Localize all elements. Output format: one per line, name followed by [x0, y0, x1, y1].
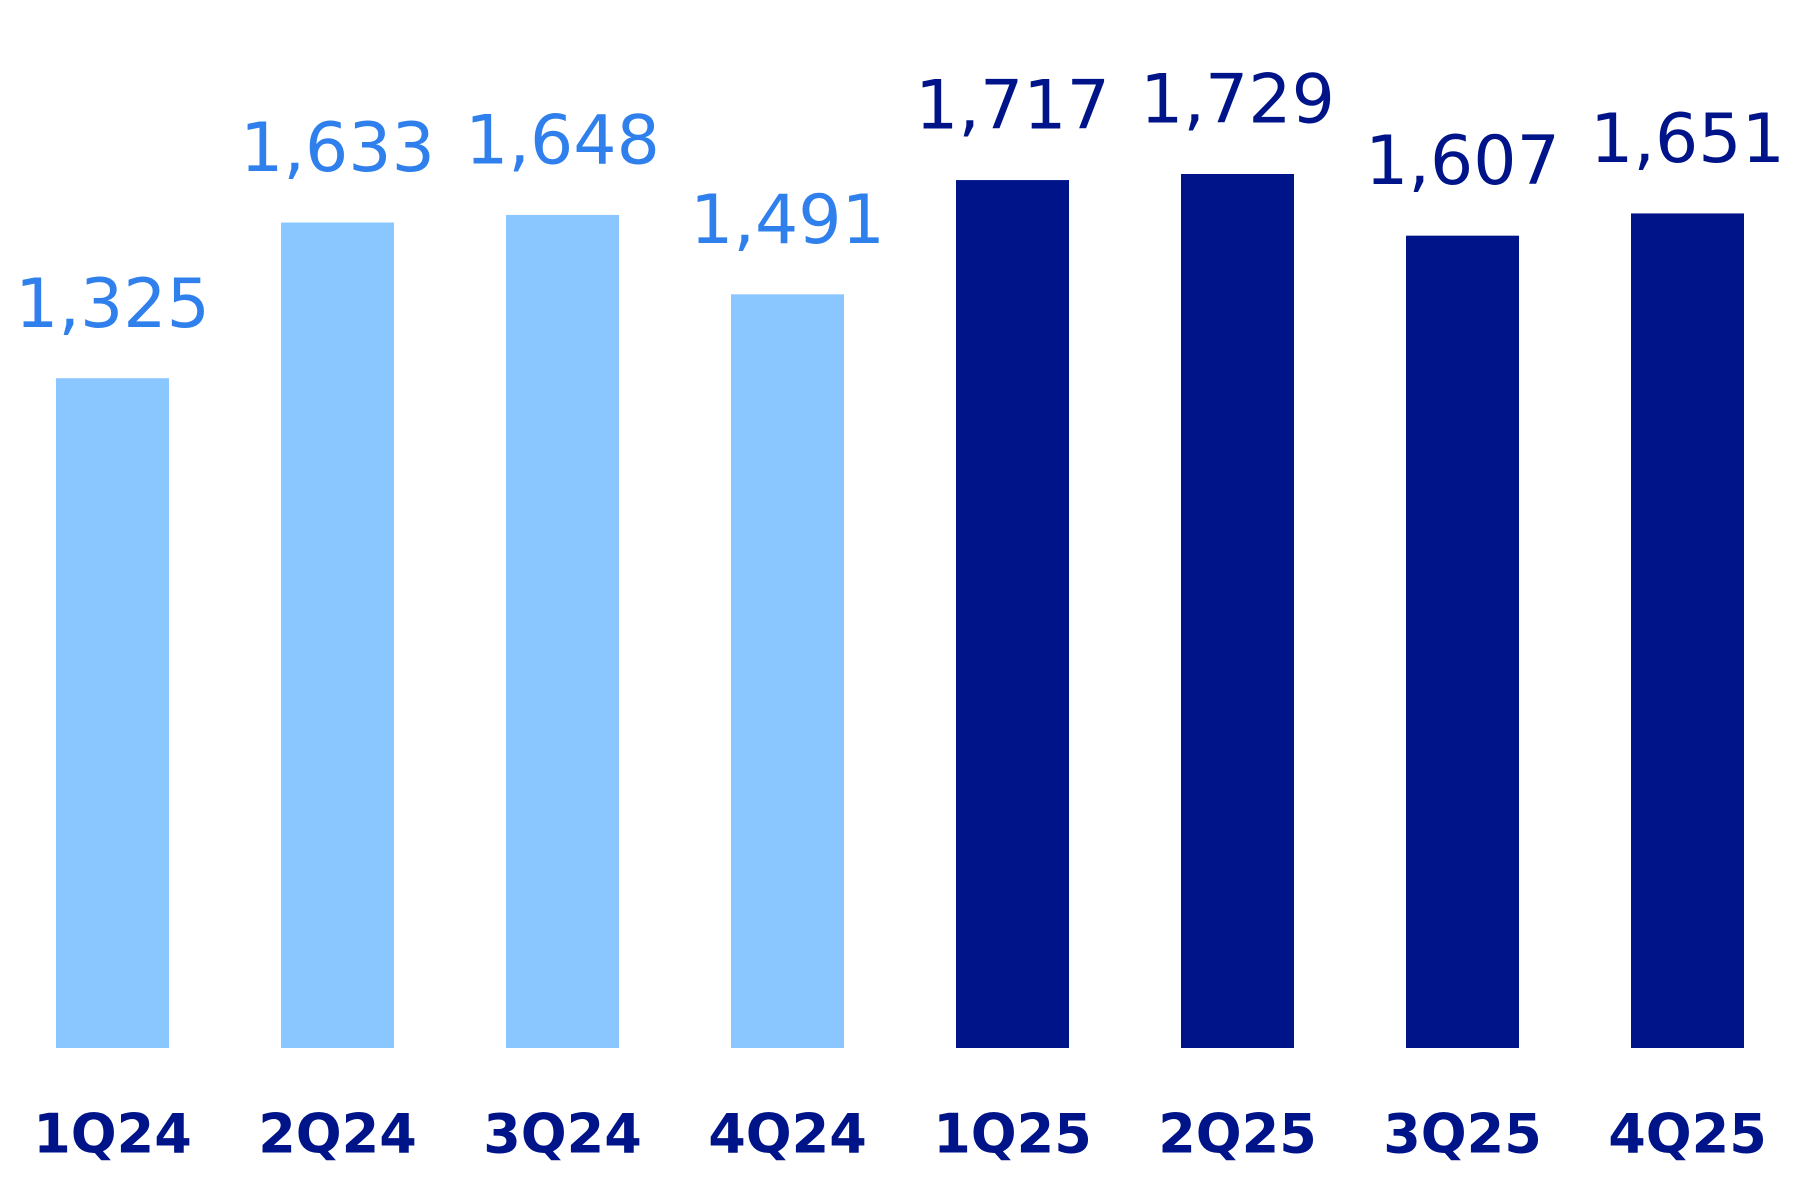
bar — [731, 294, 844, 1048]
bar — [56, 378, 169, 1048]
x-tick-label: 4Q25 — [1608, 1103, 1767, 1166]
value-label: 1,491 — [690, 181, 885, 260]
x-tick-label: 1Q24 — [33, 1103, 192, 1166]
value-label: 1,607 — [1365, 122, 1560, 201]
value-label: 1,648 — [465, 101, 660, 180]
x-tick-label: 2Q24 — [258, 1103, 417, 1166]
bar — [1181, 174, 1294, 1048]
value-label: 1,633 — [240, 109, 435, 188]
value-label: 1,729 — [1140, 61, 1335, 140]
value-label: 1,717 — [915, 67, 1110, 146]
bar — [506, 214, 619, 1048]
x-tick-label: 2Q25 — [1158, 1103, 1317, 1166]
x-tick-label: 1Q25 — [933, 1103, 1092, 1166]
bar — [1631, 213, 1744, 1048]
value-label: 1,651 — [1590, 100, 1785, 179]
bar — [1406, 235, 1519, 1048]
value-label: 1,325 — [15, 265, 210, 344]
x-tick-label: 3Q24 — [483, 1103, 642, 1166]
bar — [281, 222, 394, 1048]
x-tick-label: 4Q24 — [708, 1103, 867, 1166]
bar — [956, 180, 1069, 1049]
x-tick-label: 3Q25 — [1383, 1103, 1542, 1166]
